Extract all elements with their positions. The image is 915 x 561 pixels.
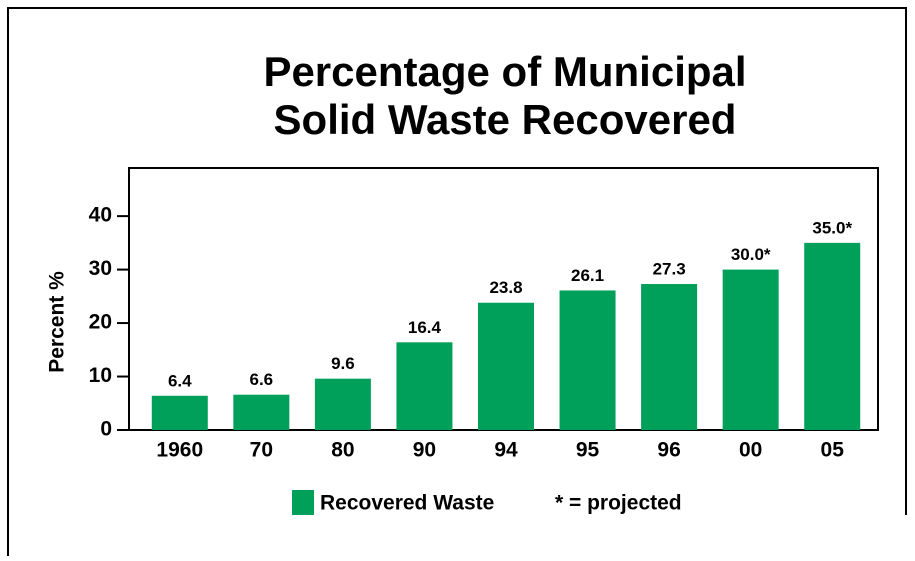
bar (314, 378, 371, 430)
value-label: 6.6 (250, 370, 274, 389)
frame (7, 7, 907, 556)
x-tick-label: 95 (576, 439, 600, 462)
x-tick-label: 00 (739, 439, 762, 462)
value-label: 35.0* (812, 218, 852, 237)
x-tick-label: 80 (331, 439, 354, 462)
bar (559, 290, 616, 430)
bar (478, 302, 534, 430)
bar (151, 395, 208, 430)
x-tick-label: 05 (821, 439, 845, 462)
x-tick-label: 70 (250, 439, 273, 462)
x-tick-label: 94 (494, 439, 518, 462)
value-label: 27.3 (653, 260, 686, 279)
x-tick-label: 90 (413, 439, 436, 462)
note: * = projected (555, 492, 682, 515)
value-label: 9.6 (331, 354, 355, 373)
bar (641, 284, 698, 430)
bar (396, 342, 453, 430)
y-tick-label: 20 (89, 311, 112, 334)
value-label: 30.0* (731, 245, 771, 264)
value-label: 16.4 (408, 318, 442, 337)
y-tick-label: 10 (89, 364, 112, 387)
bar (233, 394, 290, 430)
y-axis-label: Percent % (46, 271, 69, 373)
y-tick-label: 0 (100, 418, 112, 441)
value-label: 23.8 (489, 278, 522, 297)
x-tick-label: 96 (657, 439, 680, 462)
chart-title: Solid Waste Recovered (274, 96, 737, 143)
x-tick-label: 1960 (156, 439, 203, 462)
y-tick-label: 30 (89, 257, 112, 280)
y-tick-label: 40 (89, 204, 112, 227)
legend-label: Recovered Waste (320, 492, 494, 515)
value-label: 26.1 (571, 266, 604, 285)
value-label: 6.4 (168, 371, 192, 390)
legend-swatch (292, 490, 314, 515)
chart-title: Percentage of Municipal (263, 48, 746, 95)
bar (804, 242, 861, 430)
bar (722, 269, 779, 430)
